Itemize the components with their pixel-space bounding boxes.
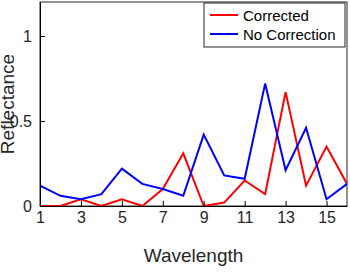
- plot-frame: [40, 2, 347, 206]
- legend-swatch: [210, 33, 238, 35]
- x-tick-label: 11: [237, 209, 254, 226]
- x-tick-mark: [81, 201, 82, 206]
- x-tick-label: 9: [200, 209, 209, 226]
- x-tick-mark: [327, 201, 328, 206]
- x-tick: 15: [318, 201, 336, 226]
- series-group: [40, 84, 347, 206]
- x-tick: 3: [77, 201, 86, 226]
- x-axis-title: Wavelength: [144, 245, 244, 266]
- y-tick-label: 0: [23, 198, 32, 215]
- x-tick-mark: [245, 201, 246, 206]
- y-tick: 0: [23, 198, 45, 215]
- y-tick-label: 1: [23, 28, 32, 45]
- plot: 1357911131500.51: [10, 2, 348, 226]
- series-line: [40, 84, 347, 200]
- legend-label: No Correction: [243, 26, 336, 43]
- x-tick-mark: [163, 201, 164, 206]
- legend-box: [204, 3, 345, 47]
- x-tick: 5: [118, 201, 127, 226]
- x-tick-label: 7: [159, 209, 168, 226]
- y-tick-mark: [40, 206, 45, 207]
- legend: Corrected No Correction: [204, 3, 345, 47]
- x-axis-line: [41, 206, 348, 207]
- x-tick: 9: [200, 201, 209, 226]
- x-tick-label: 1: [36, 209, 45, 226]
- series-line: [40, 92, 347, 206]
- x-tick: 7: [159, 201, 168, 226]
- x-tick-mark: [286, 201, 287, 206]
- x-tick: 11: [237, 201, 254, 226]
- y-tick: 1: [23, 28, 45, 45]
- x-tick: 13: [277, 201, 295, 226]
- x-tick-label: 13: [277, 209, 295, 226]
- chart: 1357911131500.51WavelengthReflectanceCor…: [0, 0, 350, 272]
- legend-swatch: [210, 14, 238, 16]
- x-tick-label: 15: [318, 209, 336, 226]
- y-axis-title: Reflectance: [0, 54, 18, 154]
- y-tick-mark: [40, 36, 45, 37]
- x-axis: 13579111315: [36, 201, 347, 226]
- y-tick-mark: [40, 121, 45, 122]
- x-tick-label: 5: [118, 209, 127, 226]
- legend-label: Corrected: [243, 7, 309, 24]
- x-tick-label: 3: [77, 209, 86, 226]
- x-tick-mark: [122, 201, 123, 206]
- x-tick-mark: [204, 201, 205, 206]
- y-axis-line: [40, 3, 41, 207]
